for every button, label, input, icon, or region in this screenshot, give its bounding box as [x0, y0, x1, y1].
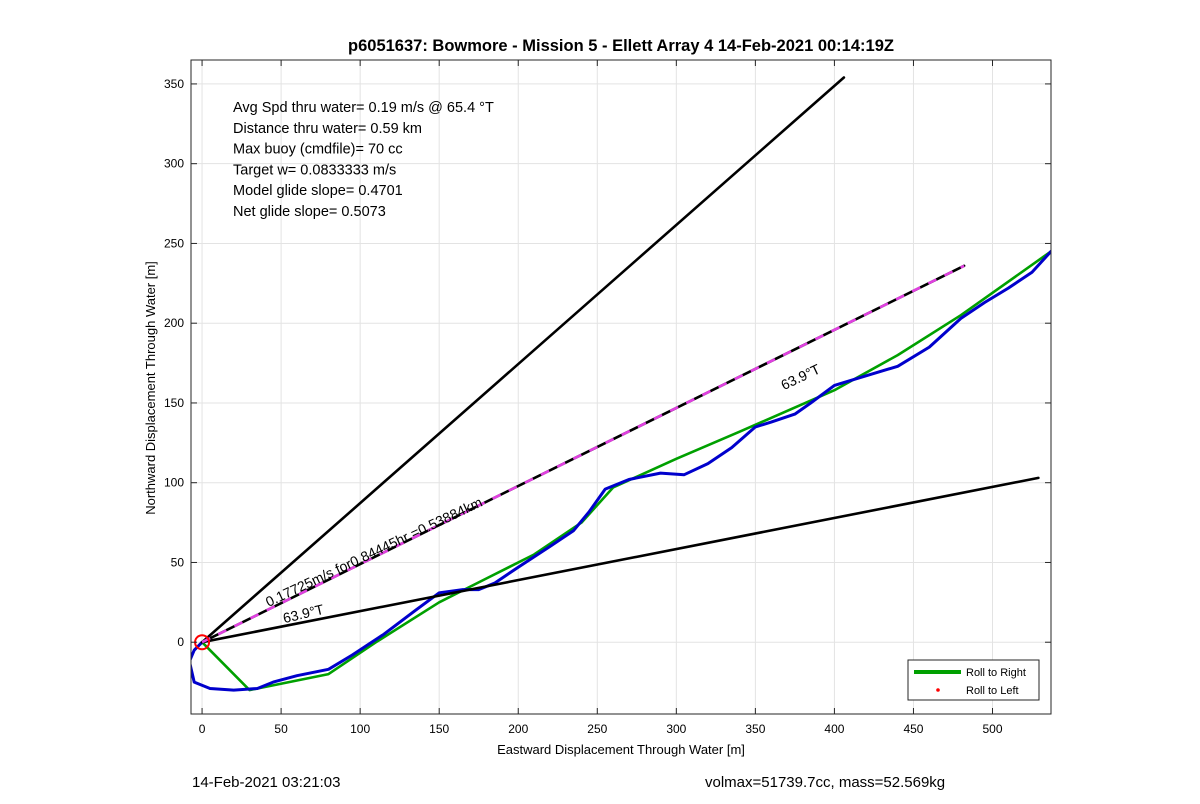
y-tick-label: 50: [171, 555, 185, 569]
y-tick-label: 250: [164, 236, 184, 250]
info-line: Max buoy (cmdfile)= 70 cc: [233, 142, 403, 158]
x-tick-label: 300: [666, 722, 686, 736]
axis-ticks: 0 50 100 150 200 250 300 350 400 450 500 0 50 100 150 2…: [164, 60, 1051, 736]
footer-timestamp: 14-Feb-2021 03:21:03: [192, 774, 341, 791]
legend-swatch-roll-left: [936, 688, 940, 692]
footer-volmax-mass: volmax=51739.7cc, mass=52.569kg: [705, 774, 946, 791]
x-tick-label: 100: [350, 722, 370, 736]
axes-box: [190, 59, 1052, 715]
x-tick-label: 50: [274, 722, 288, 736]
y-tick-label: 150: [164, 396, 184, 410]
x-tick-label: 250: [587, 722, 607, 736]
info-line: Avg Spd thru water= 0.19 m/s @ 65.4 °T: [233, 100, 494, 116]
x-axis-label: Eastward Displacement Through Water [m]: [497, 742, 745, 757]
series-layer: [191, 76, 1051, 692]
y-tick-label: 350: [164, 77, 184, 91]
y-axis-label: Northward Displacement Through Water [m]: [143, 261, 158, 515]
x-tick-label: 150: [429, 722, 449, 736]
series-bound-upper: [200, 76, 846, 644]
legend-label-roll-right: Roll to Right: [966, 667, 1026, 679]
legend-label-roll-left: Roll to Left: [966, 685, 1019, 697]
series-track: [191, 249, 1051, 692]
chart-title: p6051637: Bowmore - Mission 5 - Ellett A…: [348, 37, 894, 55]
info-line: Model glide slope= 0.4701: [233, 183, 403, 199]
legend: Roll to Right Roll to Left: [907, 659, 1040, 701]
annotations: 0.17725m/s for0.84445hr =0.53884km63.9°T…: [263, 361, 823, 626]
x-tick-label: 0: [199, 722, 206, 736]
series-bound-lower: [200, 476, 1040, 644]
y-tick-label: 200: [164, 316, 184, 330]
y-tick-label: 300: [164, 157, 184, 171]
x-tick-label: 350: [745, 722, 765, 736]
series-heading-line-dash: [201, 264, 965, 644]
x-tick-label: 200: [508, 722, 528, 736]
y-tick-label: 100: [164, 476, 184, 490]
annotation-3: 63.9°T: [778, 361, 823, 393]
series-roll-right: [200, 250, 1051, 692]
info-line: Distance thru water= 0.59 km: [233, 121, 422, 137]
info-line: Net glide slope= 0.5073: [233, 204, 386, 220]
x-tick-label: 450: [903, 722, 923, 736]
info-line: Target w= 0.0833333 m/s: [233, 162, 396, 178]
x-tick-label: 400: [824, 722, 844, 736]
info-text: Avg Spd thru water= 0.19 m/s @ 65.4 °T Di…: [233, 100, 494, 220]
y-tick-label: 0: [177, 635, 184, 649]
x-tick-label: 500: [982, 722, 1002, 736]
